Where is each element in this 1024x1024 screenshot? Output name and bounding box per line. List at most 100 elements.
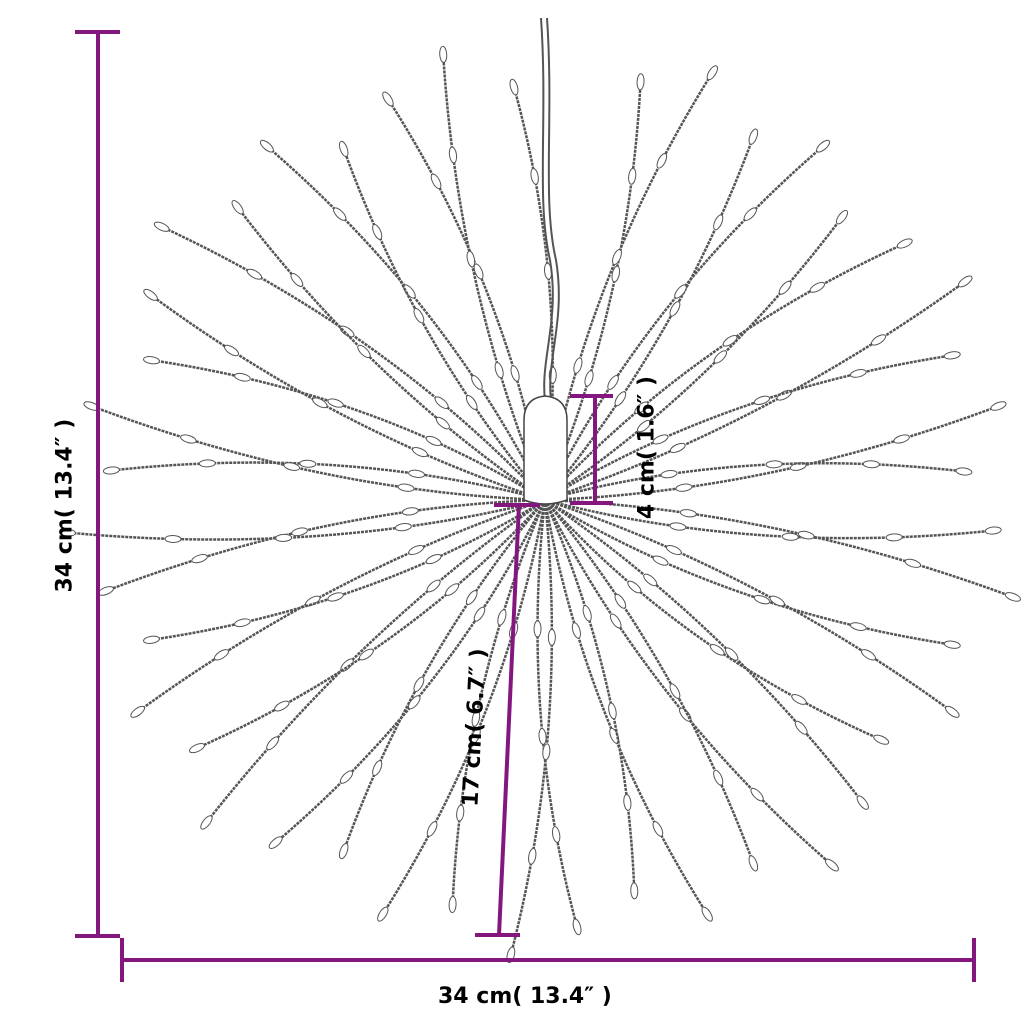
led-bulb [224, 344, 240, 357]
light-strand [151, 358, 546, 502]
light-strand [342, 148, 546, 501]
light-strand [274, 499, 547, 844]
led-bulb [753, 595, 771, 605]
led-bulb [448, 146, 458, 164]
led-bulb [445, 583, 460, 596]
led-bulb [835, 209, 849, 225]
led-bulb [408, 544, 425, 556]
led-bulb [849, 369, 867, 378]
led-bulb [494, 361, 504, 379]
led-bulb [722, 334, 738, 347]
led-bulb [266, 736, 280, 751]
led-bulb [669, 683, 681, 699]
led-bulb [769, 595, 785, 607]
led-bulb [797, 530, 815, 540]
light-strand [151, 498, 546, 642]
led-bulb [234, 618, 251, 628]
led-bulb [637, 419, 652, 433]
light-strand [543, 499, 833, 866]
led-bulb [509, 78, 519, 96]
light-strand [544, 216, 843, 502]
led-bulb [412, 447, 428, 458]
led-bulb [327, 592, 344, 602]
led-bulb [609, 613, 622, 629]
led-bulb [849, 622, 867, 631]
led-bulb [465, 395, 478, 410]
led-bulb [213, 649, 230, 661]
light-strand [91, 404, 546, 502]
led-bulb [871, 334, 887, 346]
light-strand [543, 499, 636, 891]
led-bulb [794, 720, 808, 735]
base-height-dimension-label: 4 cm( 1.6″ ) [634, 375, 660, 520]
led-bulb [824, 858, 839, 872]
light-strand [196, 499, 546, 750]
led-bulb [856, 795, 869, 810]
led-bulb [189, 743, 205, 754]
light-strand [544, 461, 965, 502]
power-cable [540, 17, 554, 401]
led-bulb [873, 734, 890, 745]
led-bulb [573, 357, 583, 374]
light-strand [543, 145, 824, 501]
led-bulb [893, 434, 910, 444]
width-dimension-label: 34 cm( 13.4″ ) [438, 984, 612, 1009]
led-bulb [275, 533, 293, 542]
led-bulb [274, 700, 290, 712]
led-bulb [338, 140, 349, 158]
light-strand [544, 499, 882, 741]
led-bulb [542, 743, 551, 761]
light-strand [544, 404, 999, 502]
height-dimension-label: 34 cm( 13.4″ ) [52, 418, 78, 593]
led-bulb [669, 301, 681, 317]
led-bulb [528, 847, 537, 865]
led-bulb [748, 855, 759, 872]
led-bulb [904, 558, 922, 568]
led-bulb [627, 580, 642, 594]
led-bulb [990, 401, 1007, 411]
led-bulb [538, 727, 547, 745]
led-bulb [652, 434, 669, 445]
led-bulb [372, 223, 383, 240]
light-strand [381, 499, 547, 915]
led-bulb [582, 605, 592, 622]
led-bulb [102, 466, 120, 475]
led-bulb [611, 265, 621, 283]
led-bulb [571, 622, 581, 639]
light-strand [451, 499, 547, 905]
led-bulb [234, 372, 251, 382]
led-bulb [435, 416, 450, 430]
led-bulb [551, 826, 561, 843]
led-bulb [377, 906, 389, 922]
led-bulb [665, 544, 682, 556]
led-bulb [753, 395, 771, 405]
led-bulb [862, 460, 880, 469]
led-bulb [465, 590, 478, 605]
light-strand [111, 461, 546, 502]
led-bulb [246, 268, 263, 280]
light-strand [161, 225, 546, 501]
led-bulb [630, 882, 639, 900]
led-bulb [955, 467, 973, 476]
light-strand [544, 499, 755, 864]
led-bulb [425, 554, 442, 565]
led-bulb [614, 593, 627, 609]
led-bulb [724, 647, 739, 661]
led-bulb [674, 284, 687, 299]
led-bulb [860, 649, 877, 661]
led-bulb [656, 153, 668, 169]
led-bulb [143, 635, 160, 644]
led-bulb [530, 167, 539, 185]
led-bulb [533, 620, 542, 638]
led-bulb [58, 528, 76, 537]
led-bulb [701, 906, 713, 922]
led-bulb [623, 793, 632, 811]
led-bulb [327, 398, 344, 408]
led-bulb [338, 842, 349, 860]
led-bulb [660, 469, 678, 479]
light-strand [67, 498, 546, 541]
led-bulb [750, 787, 764, 802]
led-bulb [231, 200, 244, 215]
led-bulb [471, 710, 481, 727]
led-bulb [765, 460, 783, 469]
